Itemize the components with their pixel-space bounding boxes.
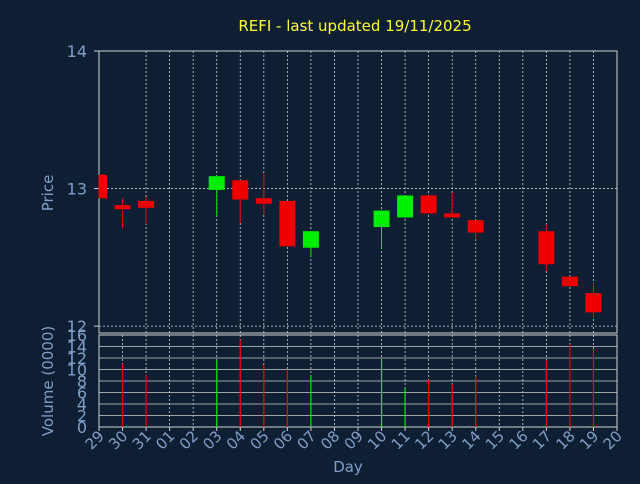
price-tick-label: 12 [67, 317, 87, 336]
x-axis-label: Day [333, 458, 363, 476]
x-tick-label: 08 [317, 427, 343, 453]
chart-title: REFI - last updated 19/11/2025 [238, 17, 471, 35]
candle-body [561, 276, 578, 287]
x-tick-label: 31 [129, 427, 155, 453]
volume-tick-label: 14 [67, 338, 87, 357]
x-tick-label: 10 [364, 427, 390, 453]
candle-body [302, 231, 319, 248]
x-tick-label: 20 [600, 427, 626, 453]
candle-body [114, 205, 131, 210]
x-tick-label: 15 [482, 427, 508, 453]
candle-body [397, 195, 414, 218]
x-tick-label: 01 [152, 427, 178, 453]
candle-body [255, 198, 272, 204]
x-tick-label: 19 [576, 427, 602, 453]
x-tick-label: 04 [223, 427, 249, 453]
candle-body [467, 220, 484, 233]
candle-body [444, 213, 461, 218]
price-panel: 12 13 14 [67, 42, 618, 336]
x-tick-label: 09 [341, 427, 367, 453]
x-tick-label: 30 [105, 427, 131, 453]
volume-tick-label: 12 [67, 349, 87, 368]
volume-tick-label: 4 [77, 395, 87, 414]
volume-tick-label: 2 [77, 407, 87, 426]
candle-body [538, 231, 555, 265]
x-tick-label: 13 [435, 427, 461, 453]
x-tick-label: 02 [176, 427, 202, 453]
candle-body [279, 200, 296, 247]
x-tick-label: 03 [199, 427, 225, 453]
x-tick-label: 16 [505, 427, 531, 453]
x-tick-label: 14 [458, 427, 484, 453]
volume-tick-label: 8 [77, 372, 87, 391]
volume-tick-label: 0 [77, 418, 87, 437]
candle-body [420, 195, 437, 214]
x-tick-label: 12 [411, 427, 437, 453]
x-tick-label: 06 [270, 427, 296, 453]
price-axis-label: Price [39, 175, 57, 212]
volume-tick-label: 6 [77, 384, 87, 403]
price-tick-label: 13 [67, 180, 87, 199]
volume-axis-label: Volume (0000) [39, 326, 57, 436]
x-tick-label: 05 [246, 427, 272, 453]
x-tick-label: 17 [529, 427, 555, 453]
x-tick-label: 18 [553, 427, 579, 453]
price-tick-label: 14 [67, 42, 87, 61]
x-tick-label: 11 [388, 427, 414, 453]
volume-panel: 0246810121416293031010203040506070809101… [67, 326, 626, 453]
volume-tick-label: 10 [67, 361, 87, 380]
candle-body [208, 176, 225, 190]
candle-body [99, 174, 107, 199]
candle-body [585, 293, 602, 313]
candle-body [232, 180, 249, 200]
volume-tick-label: 16 [67, 326, 87, 345]
candle-body [138, 200, 155, 208]
candle-body [373, 210, 390, 228]
x-tick-label: 07 [294, 427, 320, 453]
